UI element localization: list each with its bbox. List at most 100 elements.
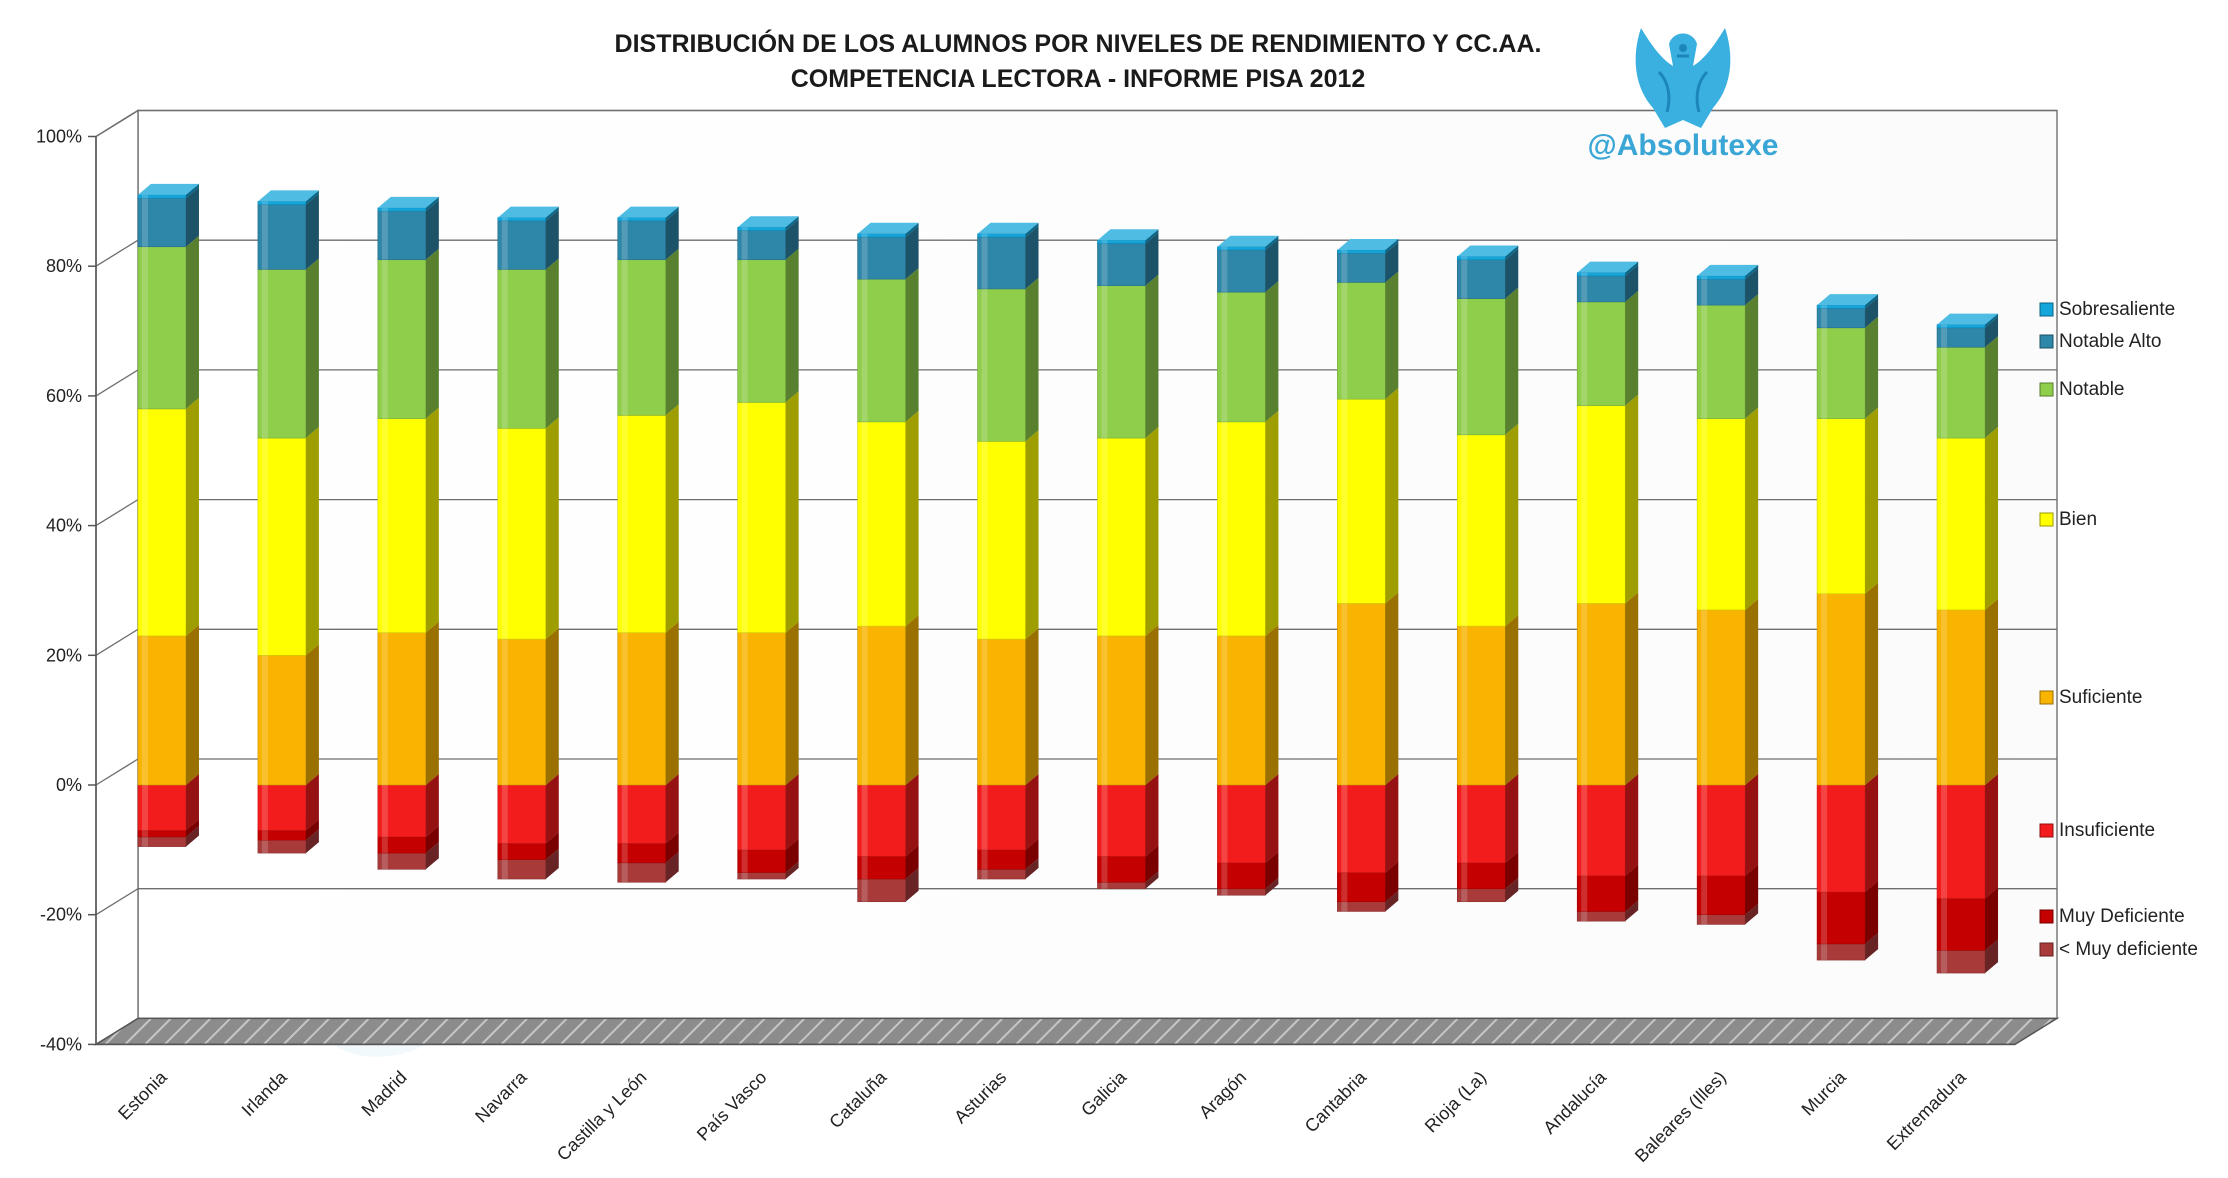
bar-segment — [737, 216, 799, 231]
legend-swatch — [2039, 942, 2054, 957]
bar-segment — [137, 235, 199, 410]
legend-swatch — [2039, 334, 2054, 349]
x-tick-label: Cantabria — [1301, 1066, 1371, 1136]
gridline — [95, 888, 2057, 916]
x-tick-label: Castilla y León — [553, 1067, 651, 1165]
bar-segment — [737, 621, 799, 786]
y-tick-label: 0% — [56, 775, 82, 795]
bar-group — [1576, 261, 1639, 922]
bar-segment — [977, 628, 1039, 786]
legend-label: Muy Deficiente — [2059, 906, 2185, 927]
bar-segment — [1696, 264, 1759, 280]
x-tick-label: Rioja (La) — [1421, 1067, 1490, 1136]
bar-segment — [1696, 774, 1759, 877]
y-tick-label: -20% — [40, 905, 82, 925]
bar-segment — [1576, 394, 1639, 604]
legend: < Muy deficiente Muy Deficiente Insuficien… — [2039, 299, 2198, 960]
bar-group — [1217, 235, 1279, 896]
bar-group — [1936, 313, 1999, 974]
legend-swatch — [2039, 302, 2054, 317]
bar-segment — [1576, 290, 1639, 406]
brand-handle: @Absolutexe — [1588, 129, 1779, 162]
bar-group — [257, 190, 319, 854]
x-tick-label: Navarra — [471, 1066, 531, 1126]
bar-group — [497, 206, 559, 880]
y-tick-label: 80% — [46, 256, 82, 276]
bar-segment — [1337, 592, 1399, 786]
chart-title: DISTRIBUCIÓN DE LOS ALUMNOS POR NIVELES … — [615, 28, 1542, 58]
bar-segment — [617, 206, 679, 222]
bar-segment — [1097, 229, 1159, 244]
bar-segment — [1816, 582, 1879, 786]
bar-segment — [857, 410, 919, 627]
bar-segment — [1696, 294, 1759, 419]
bar-segment — [1816, 774, 1879, 893]
bar-segment — [257, 427, 319, 656]
x-tick-label: Irlanda — [238, 1066, 292, 1120]
legend-label: Insuficiente — [2059, 820, 2155, 841]
y-axis: -40% -20% 0% 20% 40% 60% 80% 100% — [36, 127, 96, 1054]
bar-segment — [1337, 388, 1399, 604]
legend-item: Suficiente — [2039, 687, 2142, 708]
x-tick-label: Extremadura — [1883, 1066, 1971, 1154]
bar-segment — [497, 417, 559, 640]
bar-segment — [977, 277, 1039, 442]
bar-segment — [1816, 316, 1879, 419]
bar-group — [737, 216, 799, 880]
bar-segment — [1337, 271, 1399, 400]
bar-segment — [1936, 427, 1999, 611]
bar-segment — [377, 196, 439, 212]
legend-item: Notable — [2039, 379, 2125, 400]
x-tick-label: Andalucía — [1539, 1066, 1610, 1137]
bar-segment — [617, 621, 679, 786]
bar-segment — [137, 183, 199, 199]
bar-segment — [1696, 598, 1759, 786]
x-tick-label: País Vasco — [693, 1067, 771, 1145]
bar-group — [1097, 229, 1159, 890]
bar-segment — [977, 774, 1039, 851]
brand-logo: @Absolutexe — [1588, 28, 1779, 162]
bar-segment — [1936, 598, 1999, 786]
x-tick-label: Baleares (Illes) — [1631, 1067, 1730, 1166]
bar-group — [1456, 245, 1519, 903]
bar-segment — [257, 193, 319, 270]
bar-group — [977, 222, 1039, 880]
bar-segment — [1696, 407, 1759, 611]
bar-segment — [1936, 774, 1999, 899]
bar-segment — [137, 397, 199, 637]
y-tick-label: 60% — [46, 386, 82, 406]
x-tick-label: Murcia — [1798, 1066, 1851, 1119]
bar-segment — [1217, 281, 1279, 423]
bar-segment — [1936, 336, 1999, 439]
x-tick-label: Madrid — [358, 1067, 411, 1120]
bar-segment — [1576, 774, 1639, 877]
bar-segment — [377, 407, 439, 633]
y-tick-label: 20% — [46, 645, 82, 665]
bar-segment — [257, 258, 319, 439]
x-axis: Estonia Irlanda Madrid Navarra Castilla y Le… — [114, 1066, 1970, 1166]
y-tick-label: 40% — [46, 516, 82, 536]
bar-segment — [1456, 245, 1519, 261]
bar-segment — [497, 628, 559, 786]
bar-group — [857, 222, 919, 903]
bar-group — [137, 183, 199, 847]
bar-segment — [857, 615, 919, 786]
legend-swatch — [2039, 909, 2054, 924]
bar-segment — [617, 404, 679, 633]
bar-group — [1337, 238, 1399, 912]
legend-item: Notable Alto — [2039, 331, 2161, 352]
bar-segment — [377, 621, 439, 786]
gridline — [95, 109, 2057, 138]
bar-segment — [1097, 427, 1159, 637]
bar-group — [617, 206, 679, 883]
legend-label: Bien — [2059, 509, 2097, 530]
bar-segment — [977, 222, 1039, 238]
bar-segment — [977, 430, 1039, 640]
bar-segment — [617, 248, 679, 416]
bar-segment — [1337, 238, 1399, 254]
bar-segment — [1456, 423, 1519, 627]
bar-segment — [857, 774, 919, 857]
bar-segment — [1217, 235, 1279, 251]
legend-swatch — [2039, 690, 2054, 705]
